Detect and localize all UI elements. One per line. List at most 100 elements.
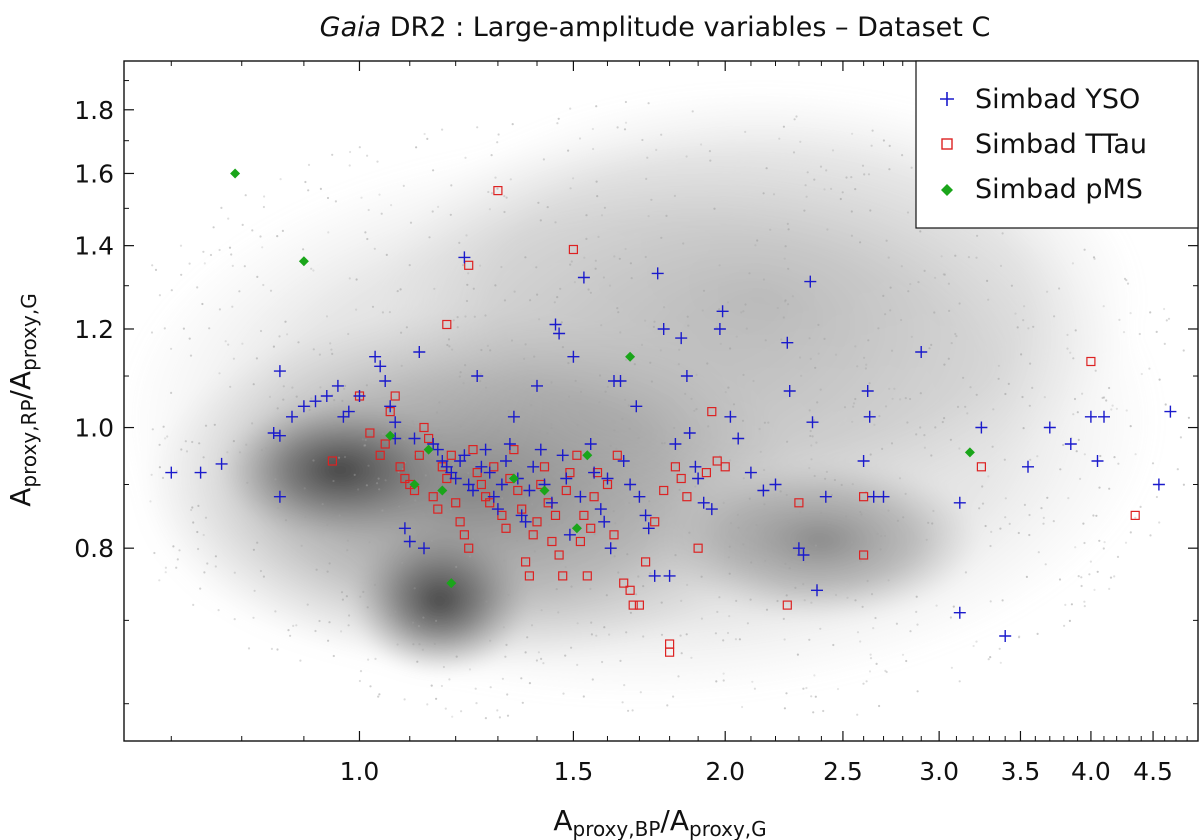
density-speckle [742,310,745,313]
density-speckle [424,451,427,454]
density-speckle [776,306,779,310]
yso-point [549,318,562,331]
density-speckle [509,178,512,181]
density-speckle [307,163,311,166]
density-speckle [637,436,640,440]
density-speckle [530,624,534,627]
density-speckle [732,403,736,406]
density-speckle [1017,636,1021,639]
density-speckle [497,543,500,546]
density-speckle [981,502,985,505]
ttau-point [558,571,568,581]
density-speckle [661,442,664,445]
ttau-point [589,492,599,502]
density-speckle [728,572,731,575]
density-speckle [1077,575,1080,578]
density-speckle [841,191,844,194]
density-speckle [556,122,559,125]
density-speckle [663,442,666,445]
density-speckle [1074,546,1077,549]
density-speckle [678,488,681,491]
density-speckle [201,302,204,306]
density-speckle [528,682,532,685]
density-speckle [202,533,205,537]
density-speckle [751,680,754,683]
density-speckle [883,534,887,538]
density-speckle [484,386,488,389]
density-speckle [567,149,570,152]
density-speckle [542,158,546,161]
yso-point [797,549,810,561]
density-speckle [244,194,247,197]
ttau-point [459,530,469,540]
density-speckle [192,521,195,524]
x-label-sub2: proxy,G [689,817,767,840]
density-speckle [787,303,790,306]
density-speckle [687,324,690,327]
ttau-point [575,536,586,547]
density-speckle [1158,521,1161,524]
density-speckle [262,283,265,287]
yso-point [744,466,757,479]
density-speckle [810,444,813,447]
yso-point [877,490,890,503]
density-speckle [333,399,336,402]
x-label-main: A [553,804,572,837]
density-speckle [164,571,167,574]
density-speckle [464,364,467,367]
yso-point [479,443,492,456]
density-speckle [196,286,199,289]
density-speckle [208,327,211,330]
yso-point [732,432,745,445]
ttau-point [446,450,456,460]
density-speckle [934,426,937,429]
density-speckle [529,299,532,302]
density-speckle [1129,425,1132,428]
density-speckle [561,346,565,349]
density-speckle [614,522,617,525]
density-speckle [1032,325,1035,328]
density-speckle [501,497,504,500]
density-speckle [1046,290,1049,293]
ttau-point [712,456,722,466]
density-speckle [408,627,411,630]
density-speckle [613,255,616,258]
density-speckle [999,527,1002,530]
density-speckle [325,315,329,318]
density-speckle [341,399,344,402]
density-speckle [628,427,631,430]
density-speckle [513,290,516,293]
density-speckle [596,195,599,198]
density-speckle [540,657,543,661]
density-speckle [349,150,352,154]
density-speckle [764,559,767,562]
density-speckle [228,246,232,249]
yso-point [483,466,496,479]
density-speckle [554,522,558,525]
density-speckle [785,594,788,597]
density-speckle [158,443,161,446]
density-speckle [949,616,953,619]
density-speckle [594,267,597,270]
density-speckle [537,651,541,654]
density-speckle [850,176,853,179]
yso-point [804,275,817,288]
density-speckle [576,423,579,427]
pms-point [446,578,457,589]
yso-point [418,542,430,555]
density-speckle [930,343,933,346]
density-speckle [887,579,890,582]
density-speckle [763,421,767,424]
density-speckle [846,596,849,599]
density-speckle [1074,329,1077,332]
density-speckle [396,643,399,646]
density-speckle [196,530,199,534]
density-speckle [170,289,173,292]
density-speckle [590,633,594,636]
density-speckle [256,541,259,544]
density-speckle [1094,369,1097,372]
density-speckle [284,320,287,323]
density-speckle [353,473,356,476]
density-speckle [706,362,709,365]
